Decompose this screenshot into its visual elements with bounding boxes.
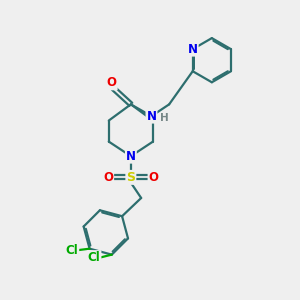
Text: N: N [146,110,157,123]
Text: Cl: Cl [66,244,78,257]
Text: S: S [126,171,135,184]
Text: N: N [188,43,198,56]
Text: H: H [160,113,169,124]
Text: Cl: Cl [88,251,100,264]
Text: O: O [103,171,113,184]
Text: O: O [107,76,117,89]
Text: O: O [148,171,158,184]
Text: N: N [126,150,136,163]
